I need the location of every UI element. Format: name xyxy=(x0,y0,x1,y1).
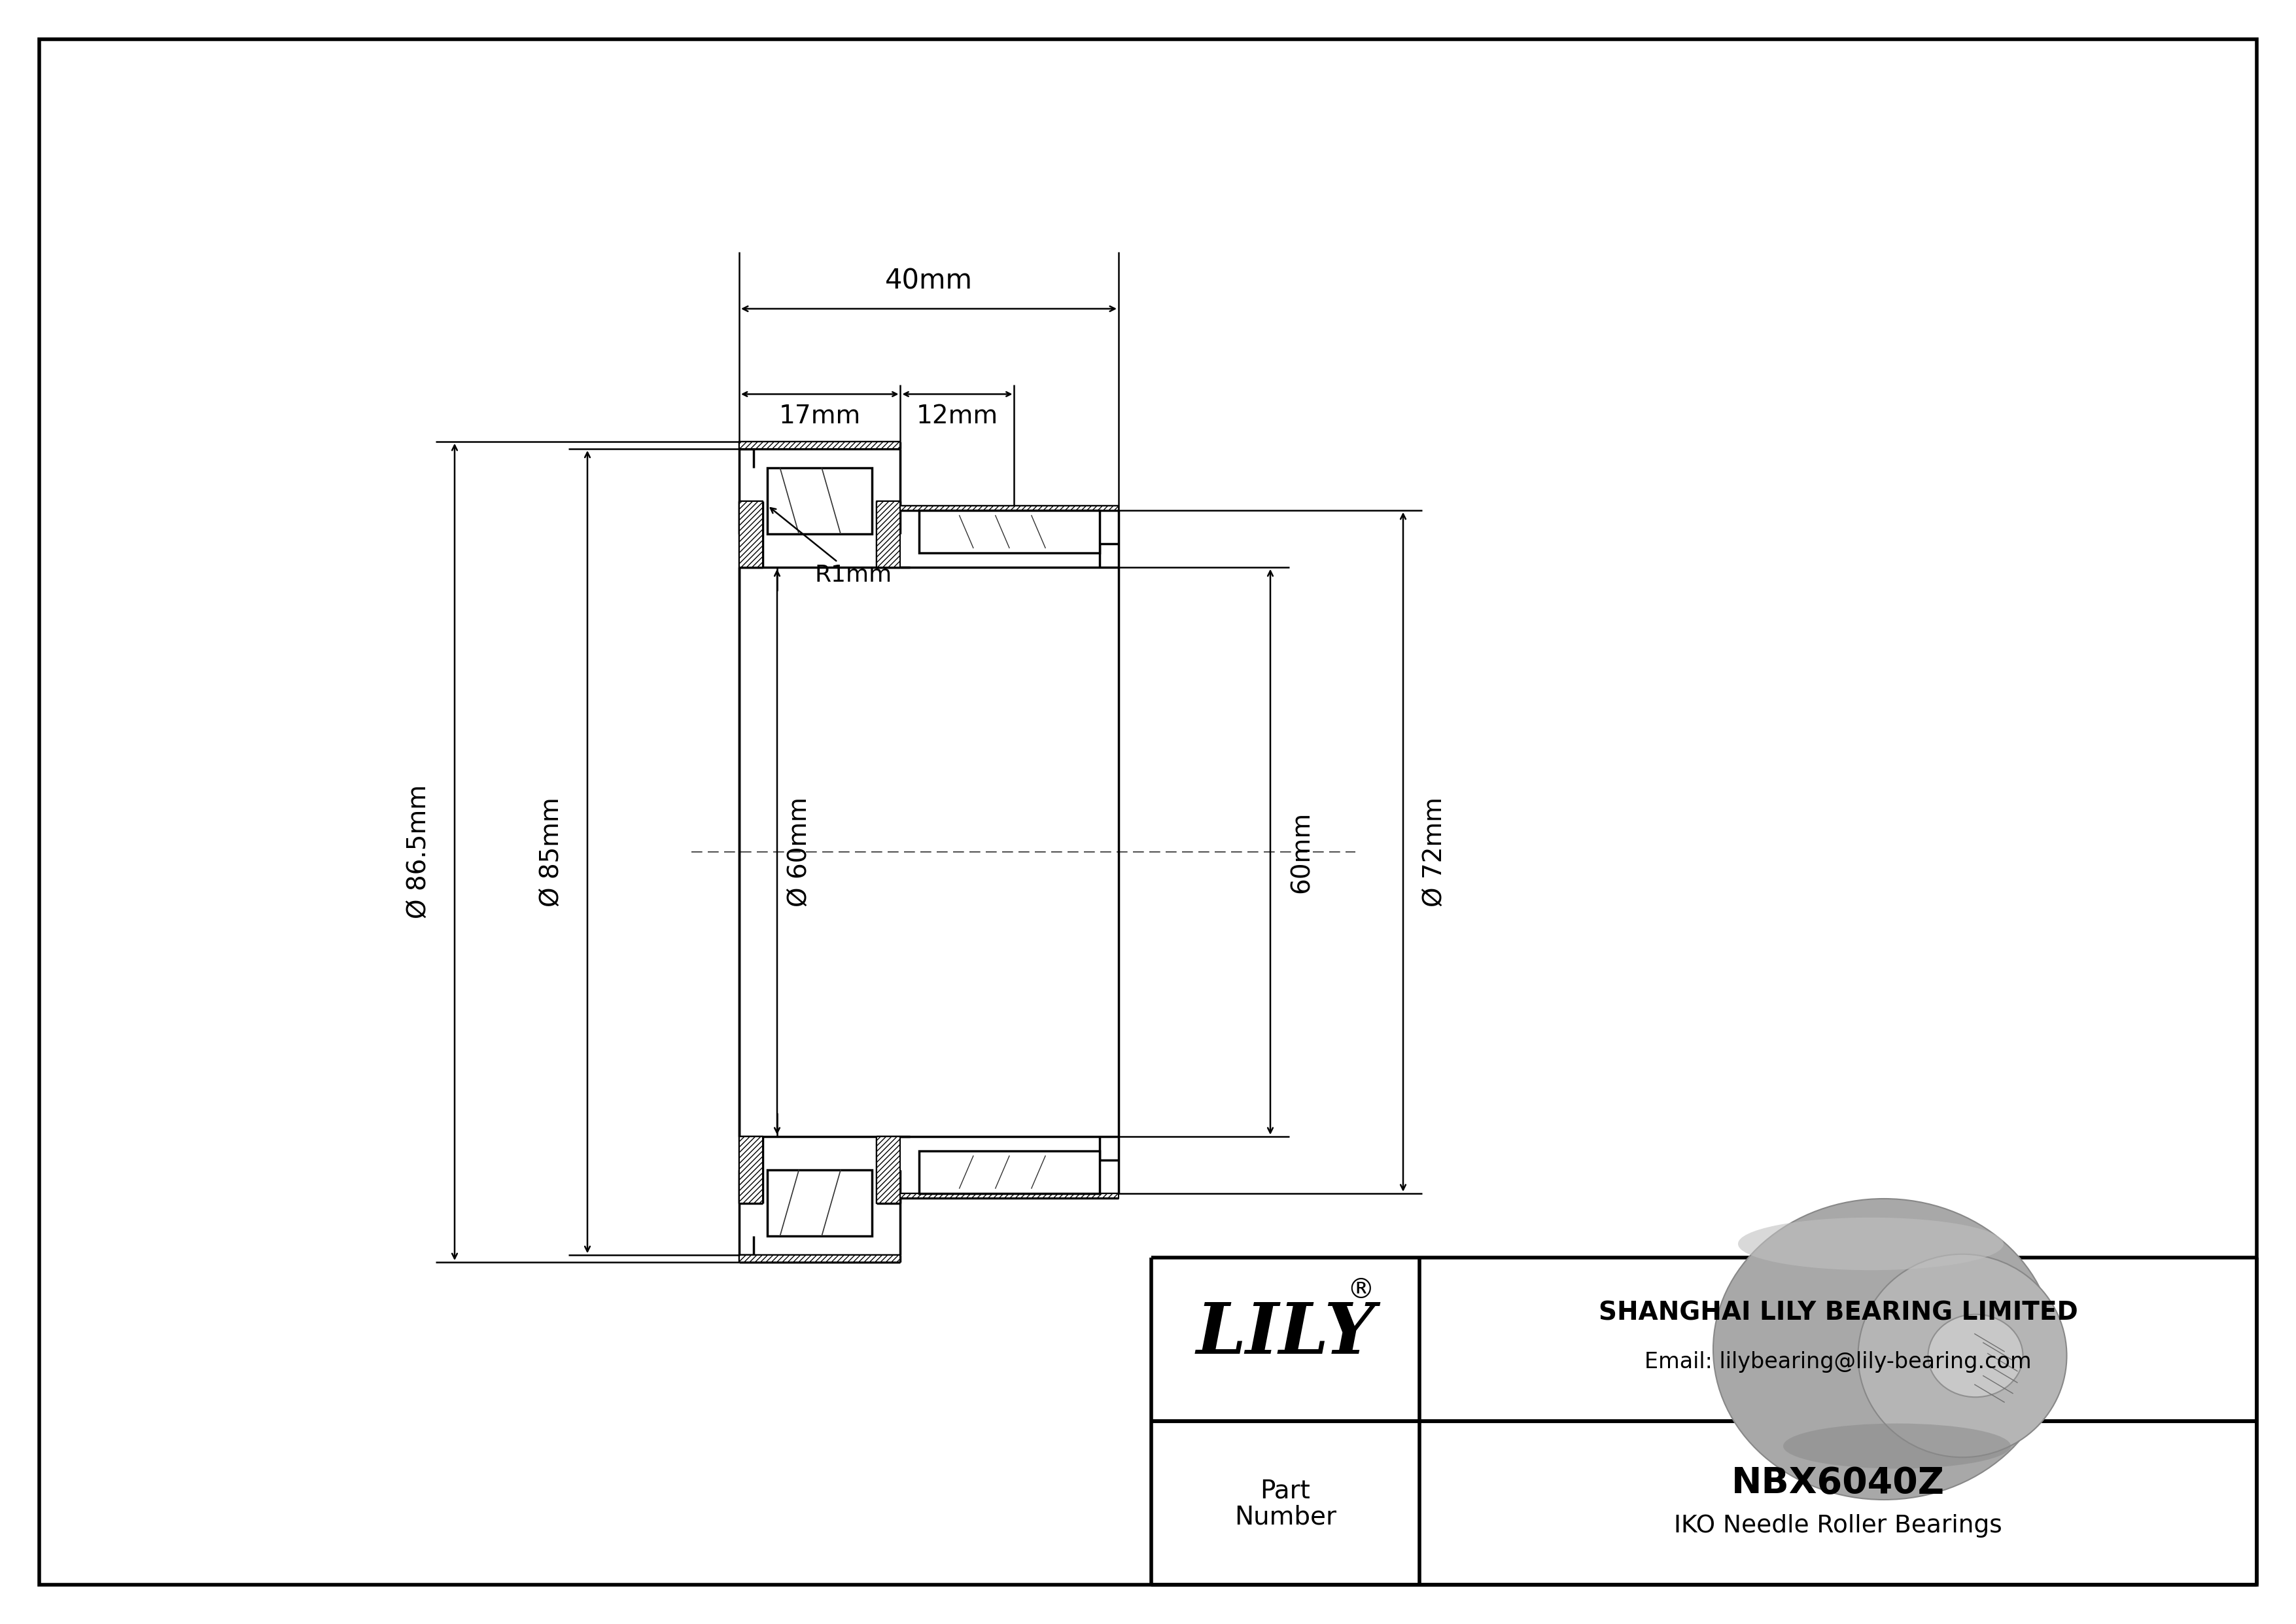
Polygon shape xyxy=(739,500,762,567)
Text: Email: lilybearing@lily-bearing.com: Email: lilybearing@lily-bearing.com xyxy=(1644,1351,2032,1372)
Text: 12mm: 12mm xyxy=(916,404,999,429)
Polygon shape xyxy=(900,1194,1118,1199)
Text: Ø 86.5mm: Ø 86.5mm xyxy=(406,784,432,919)
Text: 17mm: 17mm xyxy=(778,404,861,429)
Ellipse shape xyxy=(1784,1424,2011,1468)
Ellipse shape xyxy=(1857,1254,2066,1457)
Text: Number: Number xyxy=(1235,1505,1336,1530)
Text: Ø 72mm: Ø 72mm xyxy=(1421,797,1446,906)
Text: 60mm: 60mm xyxy=(1290,810,1313,893)
Ellipse shape xyxy=(1929,1314,2023,1397)
Text: LILY: LILY xyxy=(1196,1299,1375,1369)
Text: R1mm: R1mm xyxy=(771,508,893,586)
Ellipse shape xyxy=(1738,1218,2004,1270)
Text: SHANGHAI LILY BEARING LIMITED: SHANGHAI LILY BEARING LIMITED xyxy=(1598,1301,2078,1325)
Polygon shape xyxy=(918,1151,1100,1194)
Text: NBX6040Z: NBX6040Z xyxy=(1731,1465,1945,1501)
Polygon shape xyxy=(877,500,900,567)
Text: Part: Part xyxy=(1261,1479,1311,1504)
Text: 40mm: 40mm xyxy=(884,266,974,294)
Polygon shape xyxy=(739,442,900,448)
Polygon shape xyxy=(877,1137,900,1203)
Polygon shape xyxy=(767,1169,872,1236)
Polygon shape xyxy=(767,468,872,534)
Polygon shape xyxy=(900,505,1118,510)
Polygon shape xyxy=(739,1255,900,1262)
Polygon shape xyxy=(739,1137,762,1203)
Text: IKO Needle Roller Bearings: IKO Needle Roller Bearings xyxy=(1674,1514,2002,1538)
Text: Ø 85mm: Ø 85mm xyxy=(540,797,565,906)
Polygon shape xyxy=(918,510,1100,554)
Text: ®: ® xyxy=(1348,1276,1375,1304)
Ellipse shape xyxy=(1713,1199,2055,1499)
Text: Ø 60mm: Ø 60mm xyxy=(788,797,810,906)
